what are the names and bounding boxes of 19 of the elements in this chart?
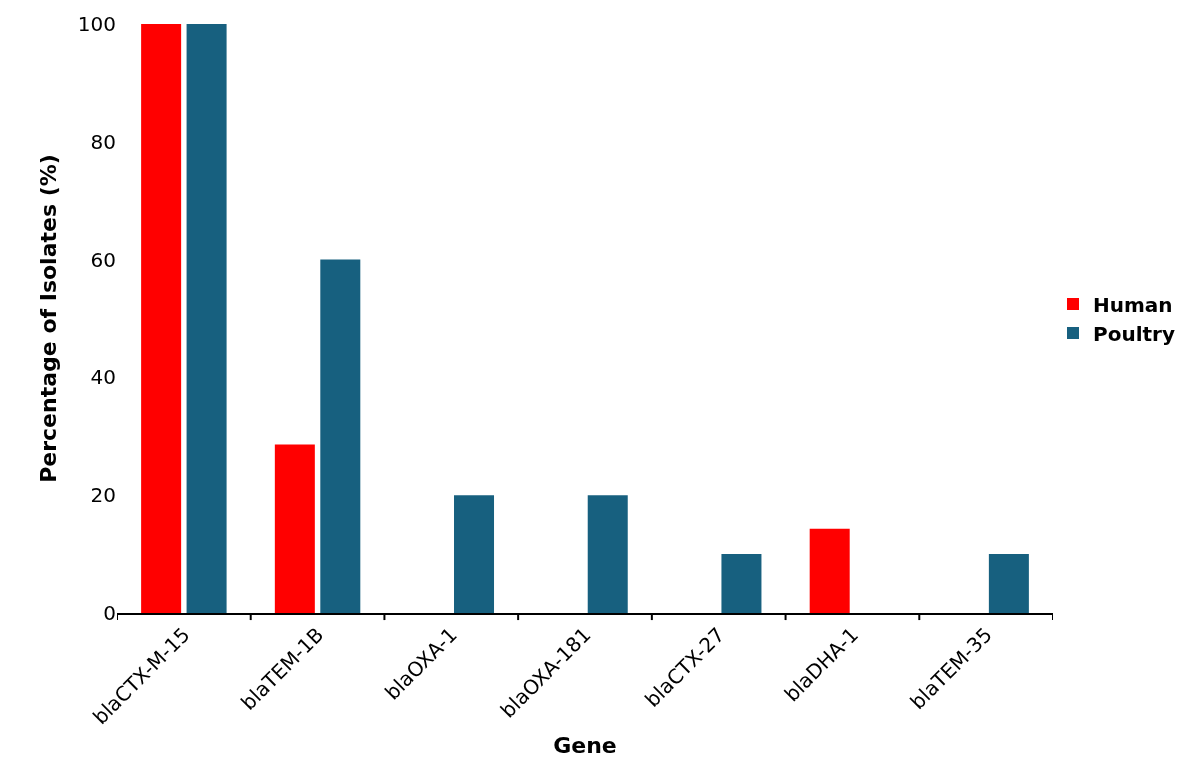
y-tick-label: 60 xyxy=(90,247,116,272)
bar xyxy=(274,444,315,613)
legend-label: Poultry xyxy=(1093,321,1175,346)
y-tick-label: 40 xyxy=(90,365,116,390)
bar xyxy=(454,495,495,613)
y-tick-label: 0 xyxy=(103,601,116,625)
x-axis-title: Gene xyxy=(553,733,617,759)
bar xyxy=(988,554,1029,613)
legend-label: Human xyxy=(1093,292,1173,317)
bar xyxy=(721,554,762,613)
bar xyxy=(587,495,628,613)
y-tick-label: 20 xyxy=(90,483,116,508)
bar xyxy=(141,24,182,613)
y-tick-label: 80 xyxy=(90,129,116,154)
bar xyxy=(320,259,361,613)
bar xyxy=(809,528,850,613)
y-tick-label: 100 xyxy=(77,12,116,36)
bar xyxy=(186,24,227,613)
y-axis-title: Percentage of Isolates (%) xyxy=(35,154,61,483)
